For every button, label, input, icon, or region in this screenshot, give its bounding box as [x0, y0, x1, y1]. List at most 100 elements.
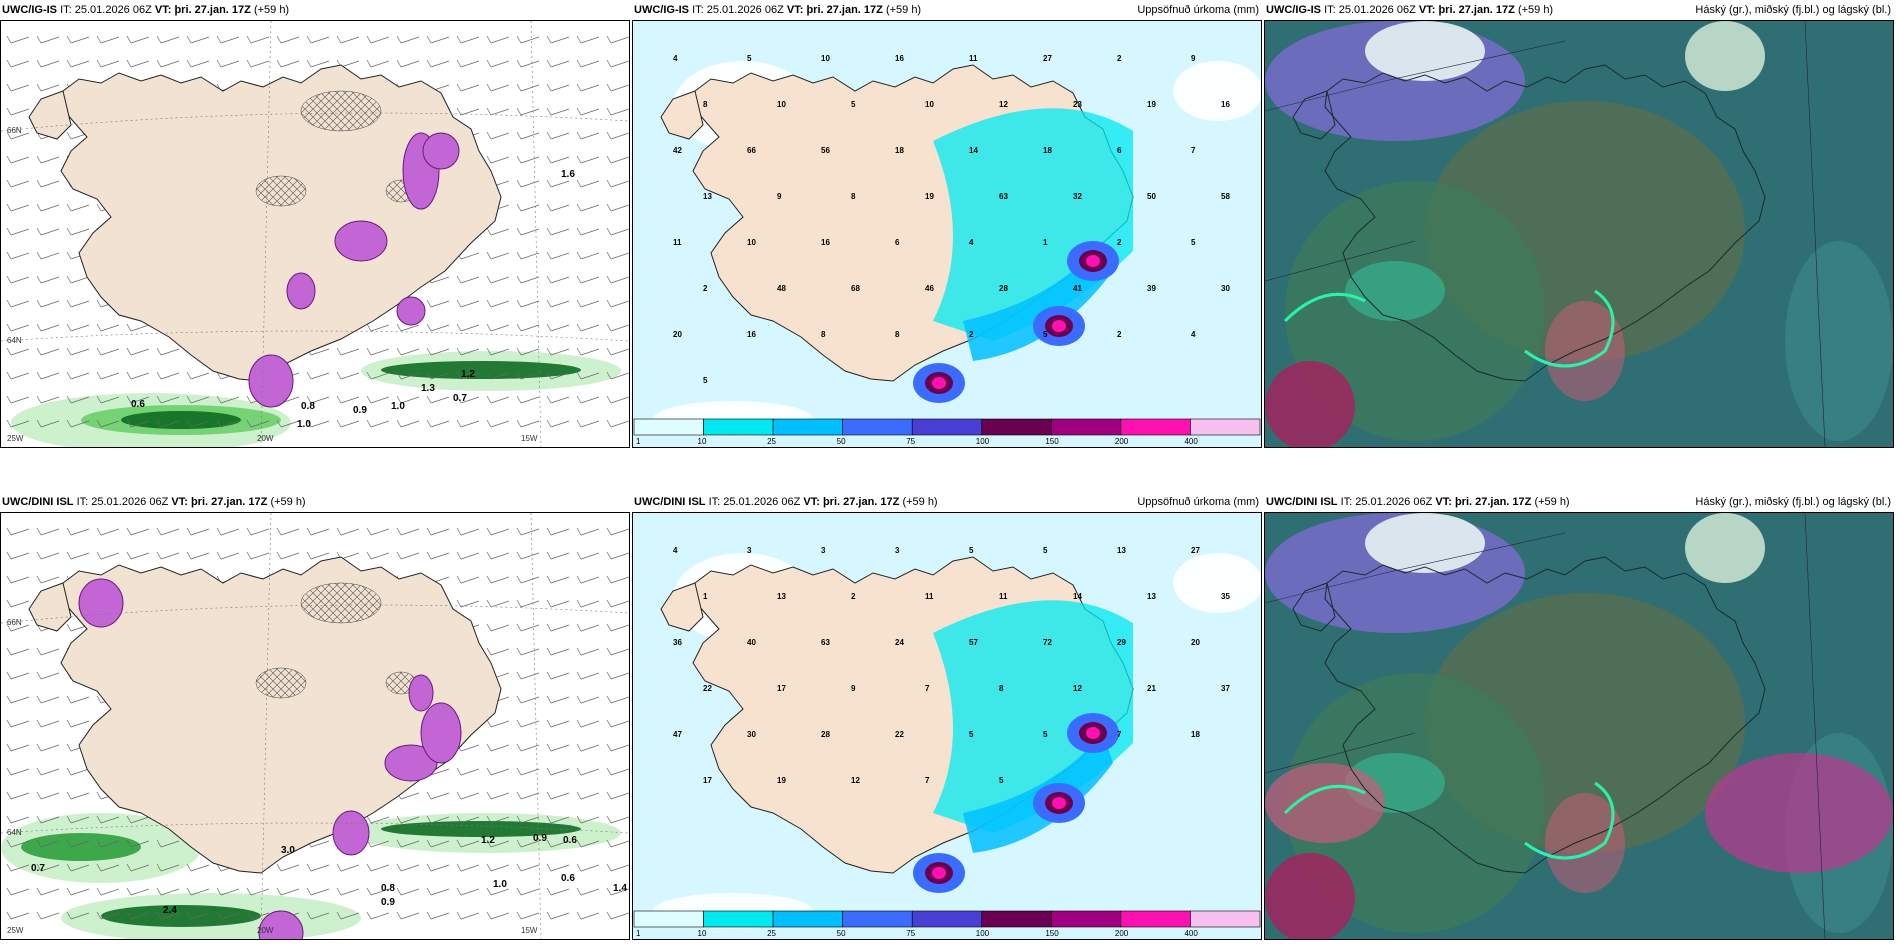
- grid-label: 66N: [7, 126, 22, 135]
- precip-value: 28: [999, 284, 1008, 293]
- colorbar: 1 10 25 50 75 100 150 200 400: [633, 910, 1261, 938]
- precip-value: 3: [747, 546, 752, 555]
- precip-value: 7: [1117, 730, 1122, 739]
- snow-map[interactable]: 66N 64N 25W 20W 15W 0.7 0.8 0.9 1.2 0.9 0.6 0.6 1.0 1…: [0, 512, 630, 940]
- cloud-contour: [1524, 289, 1615, 368]
- snow-value: 0.8: [381, 883, 395, 894]
- colorbar-tick: 1: [636, 437, 641, 446]
- lead-time: (+59 h): [270, 496, 306, 508]
- vt-label: VT:: [154, 4, 172, 16]
- precip-value: 3: [821, 546, 826, 555]
- it-label: IT:: [1324, 4, 1336, 16]
- model-name: UWC/DINI ISL: [1266, 496, 1338, 508]
- precip-value: 27: [1043, 54, 1052, 63]
- lead-time: (+59 h): [1517, 4, 1554, 16]
- snowfall-band: [381, 821, 581, 837]
- precip-value: 28: [821, 730, 830, 739]
- precip-map[interactable]: 4 5 10 16 11 27 2 9 8 10 5 10 12 23 19 16 42 66 56 18 14 18 6 7…: [632, 20, 1262, 448]
- colorbar-swatch: [1120, 910, 1191, 928]
- precip-value: 12: [1073, 684, 1082, 693]
- map-title: Uppsöfnuð úrkoma (mm): [1137, 496, 1259, 508]
- snow-pocket: [420, 702, 462, 764]
- colorbar-swatch: [1120, 418, 1191, 436]
- colorbar-tick: 200: [1115, 929, 1129, 938]
- precip-value: 14: [969, 146, 978, 155]
- glacier-hatch: [255, 667, 307, 699]
- precip-value: 11: [969, 54, 978, 63]
- precip-value: 18: [1191, 730, 1200, 739]
- precip-value: 16: [821, 238, 830, 247]
- colorbar-tick: 50: [837, 437, 846, 446]
- precip-value: 9: [851, 684, 856, 693]
- snow-value: 1.6: [561, 169, 575, 180]
- colorbar-swatch: [911, 910, 983, 928]
- snow-pocket: [334, 220, 388, 262]
- colorbar-tick: 100: [976, 437, 990, 446]
- cloud-map[interactable]: [1264, 512, 1894, 940]
- colorbar-tick: 25: [767, 437, 776, 446]
- precip-map[interactable]: 4 3 3 3 5 5 13 27 1 13 2 11 11 14 13 35 36 40 63 24 57 72 29 20…: [632, 512, 1262, 940]
- precip-value: 19: [1147, 100, 1156, 109]
- cloud-map[interactable]: [1264, 20, 1894, 448]
- snow-value: 0.8: [301, 401, 315, 412]
- panel-header: UWC/DINI ISL IT: 25.01.2026 06Z VT: þri.…: [0, 492, 630, 512]
- colorbar-swatch: [633, 910, 704, 928]
- colorbar-swatch: [1051, 910, 1122, 928]
- cloud-map-canvas: [1265, 513, 1893, 939]
- snowfall-band: [381, 361, 581, 379]
- panel-tc: UWC/IG-IS IT: 25.01.2026 06Z VT: þri. 27…: [632, 0, 1262, 448]
- precip-value: 5: [747, 54, 752, 63]
- init-time: 25.01.2026 06Z: [723, 496, 801, 508]
- snow-value: 0.6: [131, 399, 145, 410]
- colorbar-tick: 75: [906, 437, 915, 446]
- westfjords-land: [660, 90, 704, 140]
- precip-value: 23: [1073, 100, 1082, 109]
- colorbar-swatch: [703, 910, 774, 928]
- cloud-contour: [1283, 292, 1366, 323]
- it-label: IT:: [60, 4, 72, 16]
- iceland-outline: [1324, 556, 1766, 874]
- precip-value: 13: [1117, 546, 1126, 555]
- precip-value: 5: [969, 546, 974, 555]
- vt-label: VT:: [171, 496, 188, 508]
- colorbar-tick: 100: [976, 929, 990, 938]
- precip-value: 6: [1117, 146, 1122, 155]
- panel-header: UWC/DINI ISL IT: 25.01.2026 06Z VT: þri.…: [632, 492, 1262, 512]
- precip-value: 1: [1043, 238, 1048, 247]
- westfjords-outline: [1292, 90, 1336, 140]
- model-name: UWC/IG-IS: [2, 4, 57, 16]
- precip-value: 7: [925, 684, 930, 693]
- model-name: UWC/DINI ISL: [634, 496, 706, 508]
- precip-value: 16: [1221, 100, 1230, 109]
- panel-header: UWC/IG-IS IT: 25.01.2026 06Z VT: þri. 27…: [632, 0, 1262, 20]
- cloud-contour: [1524, 781, 1615, 860]
- snow-pocket: [422, 132, 460, 170]
- snowfall-band: [21, 833, 141, 861]
- precip-value: 2: [703, 284, 708, 293]
- panel-header: UWC/IG-IS IT: 25.01.2026 06Z VT: þri. 27…: [0, 0, 630, 20]
- cloud-layer: [1685, 21, 1765, 91]
- precip-value: 12: [999, 100, 1008, 109]
- snow-value: 0.6: [561, 873, 575, 884]
- precip-value: 29: [1117, 638, 1126, 647]
- cloud-layer: [1265, 361, 1355, 447]
- lead-time: (+59 h): [902, 496, 938, 508]
- valid-time: þri. 27.jan. 17Z: [1454, 496, 1532, 508]
- precip-value: 22: [703, 684, 712, 693]
- snow-map[interactable]: 66N 64N 25W 20W 15W 0.6 0.9 1.0 1.2 0.7 1.3 0.8 1.6 1…: [0, 20, 630, 448]
- snow-value: 0.9: [381, 897, 395, 908]
- precip-value: 19: [925, 192, 934, 201]
- panel-bc: UWC/DINI ISL IT: 25.01.2026 06Z VT: þri.…: [632, 492, 1262, 940]
- precip-value: 10: [777, 100, 786, 109]
- precip-core: [1086, 255, 1100, 267]
- snow-value: 1.2: [481, 835, 495, 846]
- precip-value: 11: [673, 238, 682, 247]
- precip-value: 30: [747, 730, 756, 739]
- grid-label: 25W: [7, 926, 24, 935]
- init-time: 25.01.2026 06Z: [1355, 496, 1433, 508]
- precip-value: 22: [895, 730, 904, 739]
- model-name: UWC/IG-IS: [1266, 4, 1321, 16]
- cloud-contour: [1283, 784, 1366, 815]
- precip-value: 16: [895, 54, 904, 63]
